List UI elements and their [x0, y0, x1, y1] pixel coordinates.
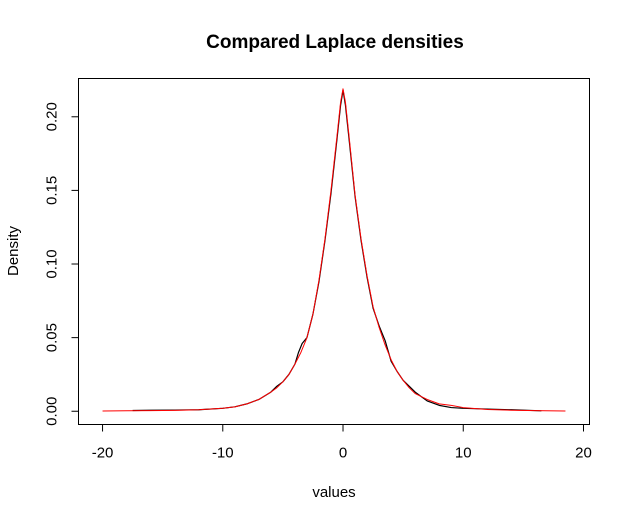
x-axis-label: values	[312, 484, 355, 501]
y-tick-label: 0.00	[44, 397, 61, 426]
y-axis-label: Density	[5, 225, 22, 276]
chart-title: Compared Laplace densities	[206, 32, 464, 53]
x-tick-label: -20	[92, 445, 114, 462]
x-tick-label: 10	[455, 445, 472, 462]
series-layer	[102, 88, 566, 412]
x-tick-label: -10	[212, 445, 234, 462]
x-axis: -20 -10 0 10 20	[92, 424, 592, 462]
plot-frame	[78, 78, 590, 425]
x-tick-label: 0	[339, 445, 347, 462]
y-tick-label: 0.15	[44, 176, 61, 205]
y-tick-label: 0.20	[44, 102, 61, 131]
y-axis: 0.00 0.05 0.10 0.15 0.20	[44, 102, 79, 426]
y-tick-label: 0.05	[44, 323, 61, 352]
x-tick-label: 20	[575, 445, 592, 462]
density-line-red	[102, 88, 566, 412]
y-tick-label: 0.10	[44, 249, 61, 278]
